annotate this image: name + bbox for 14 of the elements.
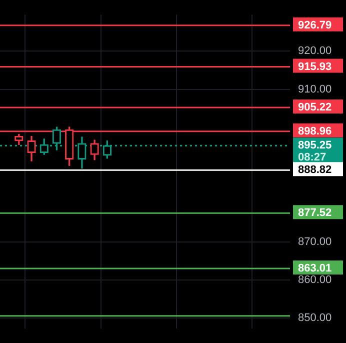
ref-line-label: 905.22 — [298, 102, 332, 114]
ref-line-label: 888.82 — [298, 164, 332, 176]
y-tick-label: 920.00 — [298, 45, 332, 58]
y-tick-label: 860.00 — [298, 274, 332, 286]
ref-line-label: 926.79 — [298, 19, 332, 32]
ref-line-label: 877.52 — [298, 207, 332, 220]
ref-line-label: 915.93 — [298, 60, 332, 73]
text: 08:27 — [298, 152, 326, 164]
ref-line-label: 895.25 — [298, 140, 332, 152]
y-tick-label: 850.00 — [298, 312, 332, 324]
ref-line-label: 863.01 — [298, 262, 332, 275]
ref-line-label: 898.96 — [298, 125, 332, 138]
y-tick-label: 910.00 — [298, 83, 332, 96]
y-tick-label: 870.00 — [298, 236, 332, 248]
